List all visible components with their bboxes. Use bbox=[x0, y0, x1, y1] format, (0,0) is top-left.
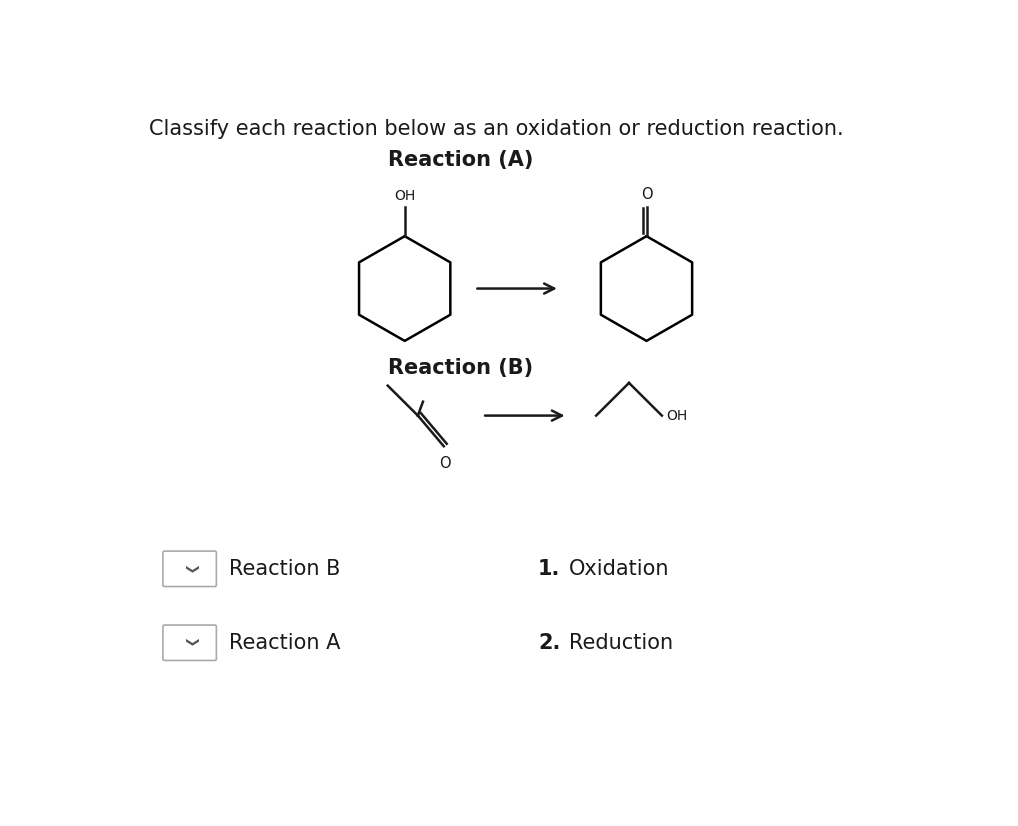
Text: Classify each reaction below as an oxidation or reduction reaction.: Classify each reaction below as an oxida… bbox=[149, 119, 844, 139]
Text: OH: OH bbox=[666, 409, 687, 423]
Text: OH: OH bbox=[394, 189, 415, 203]
Text: Reaction (B): Reaction (B) bbox=[388, 358, 533, 377]
Text: Reaction A: Reaction A bbox=[229, 633, 340, 653]
Text: ❯: ❯ bbox=[183, 563, 196, 574]
Text: O: O bbox=[440, 455, 451, 471]
FancyBboxPatch shape bbox=[163, 551, 217, 586]
Text: 2.: 2. bbox=[538, 633, 560, 653]
Text: 1.: 1. bbox=[538, 559, 560, 579]
Text: Reduction: Reduction bbox=[569, 633, 673, 653]
Text: Oxidation: Oxidation bbox=[569, 559, 670, 579]
FancyBboxPatch shape bbox=[163, 625, 217, 661]
Text: ❯: ❯ bbox=[183, 638, 196, 648]
Text: Reaction B: Reaction B bbox=[229, 559, 340, 579]
Text: O: O bbox=[640, 188, 653, 202]
Text: Reaction (A): Reaction (A) bbox=[388, 150, 533, 170]
